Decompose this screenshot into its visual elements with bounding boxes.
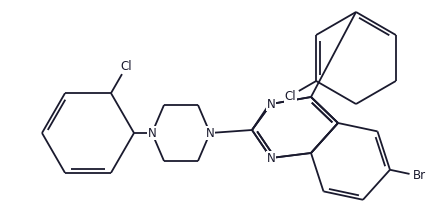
Text: N: N: [266, 152, 275, 165]
Text: N: N: [147, 126, 156, 139]
Text: N: N: [205, 126, 214, 139]
Text: Cl: Cl: [120, 60, 132, 73]
Text: Cl: Cl: [284, 90, 295, 103]
Text: Br: Br: [412, 169, 425, 183]
Text: N: N: [266, 97, 275, 110]
